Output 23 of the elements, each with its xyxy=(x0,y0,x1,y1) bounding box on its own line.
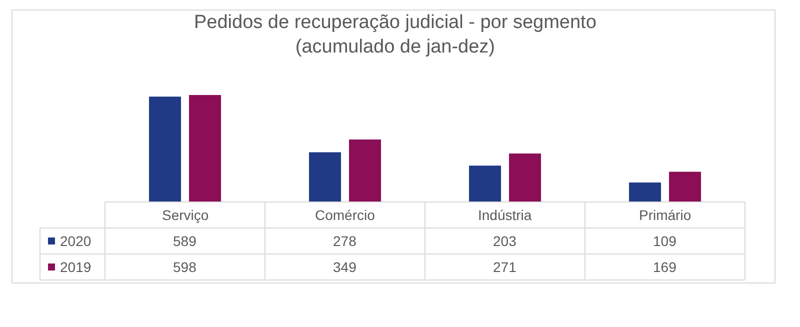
data-label: 109 xyxy=(653,233,677,249)
bar xyxy=(189,95,221,202)
chart-title: Pedidos de recuperação judicial - por segmento (acumulado de jan-dez) xyxy=(194,12,596,58)
bar xyxy=(349,140,381,202)
data-label: 271 xyxy=(493,259,517,275)
data-label: 589 xyxy=(173,233,197,249)
bar xyxy=(629,182,661,202)
data-label: 169 xyxy=(653,259,677,275)
bar xyxy=(149,96,181,202)
x-tick-label: Primário xyxy=(639,207,692,223)
data-label: 598 xyxy=(173,259,197,275)
data-label: 349 xyxy=(333,259,357,275)
legend-label: 2019 xyxy=(60,259,92,275)
x-tick-label: Indústria xyxy=(478,207,532,223)
x-tick-label: Serviço xyxy=(162,207,209,223)
legend-label: 2020 xyxy=(60,233,92,249)
x-tick-label: Comércio xyxy=(315,207,376,223)
bar xyxy=(469,166,501,202)
data-label: 203 xyxy=(493,233,517,249)
bar xyxy=(309,152,341,202)
data-label: 278 xyxy=(333,233,357,249)
bar xyxy=(509,154,541,202)
bar xyxy=(669,172,701,202)
